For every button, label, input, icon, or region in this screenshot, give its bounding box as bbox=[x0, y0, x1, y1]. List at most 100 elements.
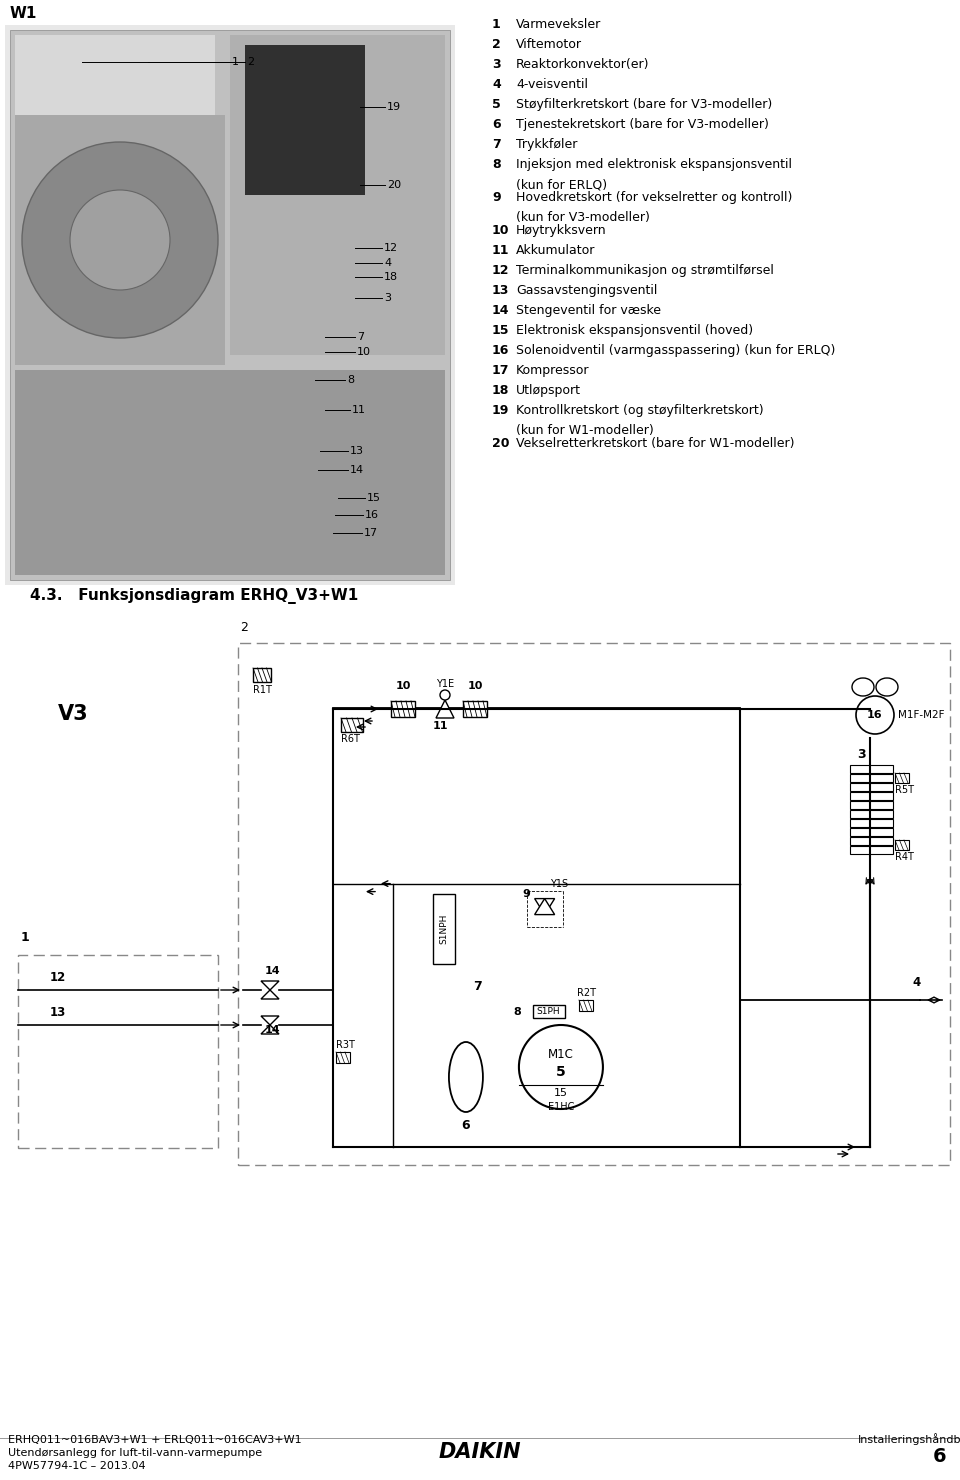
Text: 14: 14 bbox=[350, 465, 364, 475]
Text: S1PH: S1PH bbox=[536, 1006, 560, 1015]
Text: 14: 14 bbox=[265, 1026, 280, 1035]
Text: 7: 7 bbox=[357, 332, 364, 342]
Text: Viftemotor: Viftemotor bbox=[516, 38, 582, 50]
Text: 17: 17 bbox=[492, 364, 510, 377]
Text: 5: 5 bbox=[492, 98, 501, 111]
Text: 2: 2 bbox=[240, 622, 248, 633]
Bar bbox=[850, 774, 893, 781]
Text: 4.3.   Funksjonsdiagram ERHQ_V3+W1: 4.3. Funksjonsdiagram ERHQ_V3+W1 bbox=[30, 588, 358, 604]
Text: 16: 16 bbox=[492, 343, 510, 357]
Text: 13: 13 bbox=[492, 284, 510, 297]
Text: 16: 16 bbox=[867, 710, 883, 719]
Text: V3: V3 bbox=[58, 704, 88, 724]
Bar bbox=[336, 1052, 350, 1063]
Bar bbox=[850, 765, 893, 773]
Text: 6: 6 bbox=[462, 1119, 470, 1132]
Bar bbox=[245, 44, 365, 195]
Text: 11: 11 bbox=[433, 721, 448, 731]
Text: (kun for W1-modeller): (kun for W1-modeller) bbox=[516, 423, 654, 437]
Text: 1: 1 bbox=[21, 931, 30, 944]
Text: Høytrykksvern: Høytrykksvern bbox=[516, 223, 607, 237]
Text: 1: 1 bbox=[492, 18, 501, 31]
Text: Hovedkretskort (for vekselretter og kontroll): Hovedkretskort (for vekselretter og kont… bbox=[516, 191, 792, 204]
Text: 4-veisventil: 4-veisventil bbox=[516, 78, 588, 90]
Text: 3: 3 bbox=[384, 293, 391, 303]
Bar bbox=[895, 773, 909, 783]
Bar bbox=[15, 36, 215, 115]
Bar bbox=[341, 718, 363, 733]
Text: 2: 2 bbox=[492, 38, 501, 50]
Circle shape bbox=[856, 696, 894, 734]
Text: 2: 2 bbox=[247, 58, 254, 67]
Text: Tjenestekretskort (bare for V3-modeller): Tjenestekretskort (bare for V3-modeller) bbox=[516, 118, 769, 132]
Bar bbox=[850, 792, 893, 801]
Text: 20: 20 bbox=[492, 437, 510, 450]
Polygon shape bbox=[261, 981, 279, 999]
Text: 19: 19 bbox=[387, 102, 401, 112]
Text: 3: 3 bbox=[857, 747, 866, 761]
Text: Støyfilterkretskort (bare for V3-modeller): Støyfilterkretskort (bare for V3-modelle… bbox=[516, 98, 772, 111]
Bar bbox=[463, 702, 487, 716]
Text: 5: 5 bbox=[556, 1066, 565, 1079]
Text: 12: 12 bbox=[384, 243, 398, 253]
Text: Y1E: Y1E bbox=[436, 679, 454, 690]
Text: 15: 15 bbox=[554, 1088, 568, 1098]
Text: R1T: R1T bbox=[253, 685, 272, 696]
Text: 8: 8 bbox=[513, 1006, 520, 1017]
Bar bbox=[850, 810, 893, 818]
Text: 4: 4 bbox=[492, 78, 501, 90]
Text: M1C: M1C bbox=[548, 1048, 574, 1061]
Text: 6: 6 bbox=[492, 118, 500, 132]
Text: 18: 18 bbox=[492, 383, 510, 397]
Bar bbox=[850, 838, 893, 845]
Bar bbox=[15, 370, 445, 576]
Text: 6: 6 bbox=[933, 1447, 947, 1467]
Text: Trykkføler: Trykkføler bbox=[516, 138, 577, 151]
Polygon shape bbox=[261, 1015, 279, 1035]
Bar bbox=[895, 841, 909, 850]
Text: W1: W1 bbox=[10, 6, 37, 21]
Bar bbox=[333, 707, 740, 1147]
Text: 15: 15 bbox=[367, 493, 381, 503]
Polygon shape bbox=[535, 898, 555, 915]
Text: Reaktorkonvektor(er): Reaktorkonvektor(er) bbox=[516, 58, 650, 71]
Text: 3: 3 bbox=[492, 58, 500, 71]
Bar bbox=[230, 36, 445, 355]
Text: 8: 8 bbox=[492, 158, 500, 172]
Text: R3T: R3T bbox=[336, 1040, 355, 1049]
Ellipse shape bbox=[449, 1042, 483, 1111]
Text: 11: 11 bbox=[352, 406, 366, 414]
Circle shape bbox=[440, 690, 450, 700]
Text: 9: 9 bbox=[522, 888, 531, 898]
Text: 10: 10 bbox=[492, 223, 510, 237]
Text: E1HC: E1HC bbox=[548, 1103, 574, 1111]
Bar bbox=[850, 818, 893, 827]
Text: 13: 13 bbox=[50, 1006, 66, 1020]
Text: 12: 12 bbox=[492, 263, 510, 277]
Text: Injeksjon med elektronisk ekspansjonsventil: Injeksjon med elektronisk ekspansjonsven… bbox=[516, 158, 792, 172]
Text: Akkumulator: Akkumulator bbox=[516, 244, 595, 258]
Bar bbox=[18, 955, 218, 1148]
Text: 10: 10 bbox=[468, 681, 483, 691]
Circle shape bbox=[519, 1026, 603, 1109]
Text: Terminalkommunikasjon og strømtilførsel: Terminalkommunikasjon og strømtilførsel bbox=[516, 263, 774, 277]
Circle shape bbox=[22, 142, 218, 337]
Text: Installeringshåndbok: Installeringshåndbok bbox=[858, 1433, 960, 1444]
Text: 10: 10 bbox=[396, 681, 411, 691]
Text: 7: 7 bbox=[492, 138, 501, 151]
Text: 4PW57794-1C – 2013.04: 4PW57794-1C – 2013.04 bbox=[8, 1461, 146, 1471]
Polygon shape bbox=[436, 700, 454, 718]
Text: ERHQ011~016BAV3+W1 + ERLQ011~016CAV3+W1: ERHQ011~016BAV3+W1 + ERLQ011~016CAV3+W1 bbox=[8, 1436, 301, 1444]
Bar bbox=[5, 25, 455, 585]
Bar bbox=[391, 702, 415, 716]
Text: 1: 1 bbox=[232, 58, 239, 67]
Text: 14: 14 bbox=[265, 966, 280, 975]
Text: 15: 15 bbox=[492, 324, 510, 337]
Text: R2T: R2T bbox=[577, 989, 596, 998]
Text: Solenoidventil (varmgasspassering) (kun for ERLQ): Solenoidventil (varmgasspassering) (kun … bbox=[516, 343, 835, 357]
Text: Y1S: Y1S bbox=[550, 879, 567, 888]
Text: 7: 7 bbox=[473, 980, 482, 993]
Bar bbox=[533, 1005, 564, 1018]
Text: R5T: R5T bbox=[895, 784, 914, 795]
Text: 8: 8 bbox=[347, 374, 354, 385]
